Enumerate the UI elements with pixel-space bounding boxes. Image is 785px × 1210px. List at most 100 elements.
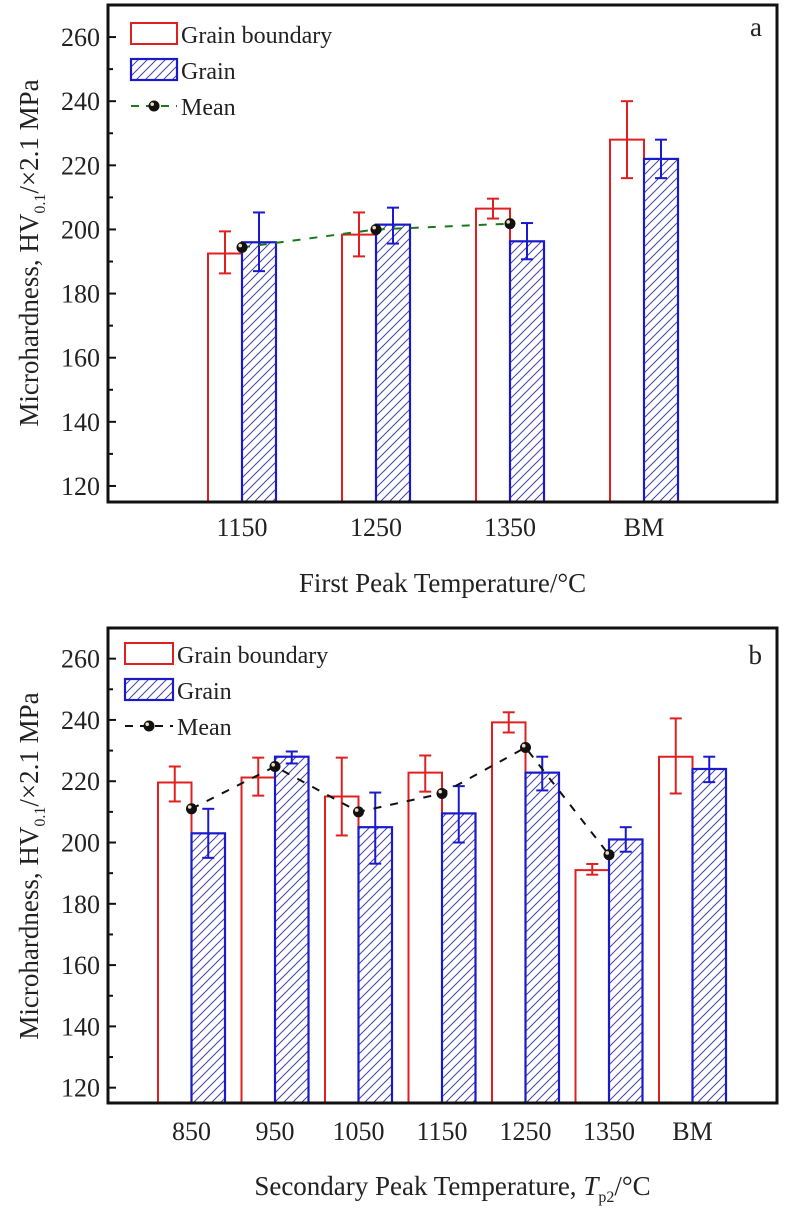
- bar-grain-boundary: [491, 721, 527, 1103]
- bar-grain: [190, 832, 227, 1105]
- bar-grain: [508, 240, 546, 504]
- error-bar-grain: [521, 222, 533, 261]
- x-tick-label: 1350: [484, 513, 536, 542]
- plot-frame: [106, 3, 779, 504]
- legend-label: Grain boundary: [181, 23, 332, 49]
- error-bar-grain-boundary: [487, 197, 499, 220]
- bar-grain: [374, 223, 412, 504]
- y-tick-label: 200: [61, 829, 100, 858]
- y-tick-label: 180: [61, 890, 100, 919]
- legend: Grain boundary Grain Mean: [123, 642, 328, 741]
- error-bar-grain-boundary: [669, 717, 682, 795]
- mean-point: [436, 787, 448, 799]
- x-tick-label: 850: [172, 1117, 211, 1146]
- x-tick-label: 1250: [500, 1117, 552, 1146]
- mean-line: [191, 746, 610, 856]
- x-tick-label: 1150: [416, 1117, 467, 1146]
- x-tick-label: 1350: [583, 1117, 635, 1146]
- chart-panel-a: 120 140 160 180 200 220 240 260 1150 1250 1350 BM a G…: [14, 3, 779, 598]
- x-tick-label: 1050: [333, 1117, 385, 1146]
- y-axis-title: Microhardness, HV0.1/×2.1 MPa: [14, 79, 49, 426]
- y-tick-label: 200: [61, 215, 100, 244]
- y-tick-label: 120: [61, 472, 100, 501]
- error-bar-grain-boundary: [219, 230, 231, 275]
- y-tick-label: 240: [61, 706, 100, 735]
- mean-point: [269, 761, 281, 773]
- bar-grain-boundary: [574, 869, 610, 1103]
- y-tick-label: 260: [61, 645, 100, 674]
- legend-swatch-mean-highlight: [150, 102, 154, 106]
- legend-swatch-grain: [129, 57, 179, 82]
- x-axis-title-italic: T: [583, 1171, 600, 1201]
- bar-grain-boundary: [324, 795, 360, 1103]
- mean-point-highlight: [271, 762, 276, 767]
- mean-point-highlight: [238, 243, 242, 248]
- y-axis-title: Microhardness, HV0.1/×2.1 MPa: [14, 692, 49, 1039]
- bar-grain: [691, 767, 728, 1105]
- mean-point-highlight: [187, 805, 192, 809]
- bar-grain: [642, 157, 680, 504]
- mean-point: [186, 803, 197, 815]
- mean-point: [504, 218, 516, 230]
- bar-grain-boundary: [207, 252, 243, 502]
- x-axis-title-main: Secondary Peak Temperature,: [254, 1171, 583, 1201]
- error-bar-grain: [703, 755, 716, 784]
- error-bar-grain-boundary: [419, 754, 432, 793]
- x-axis-title-subscript: p2: [598, 1189, 614, 1206]
- bar-grain: [357, 826, 394, 1105]
- bar-grain-boundary: [475, 207, 511, 502]
- x-axis-title: First Peak Temperature/°C: [299, 568, 586, 598]
- error-bar-grain: [655, 138, 667, 180]
- error-bar-grain: [202, 807, 215, 859]
- y-tick-label: 160: [61, 344, 100, 373]
- error-bar-grain: [369, 791, 382, 865]
- x-axis-title-suffix: /°C: [614, 1171, 650, 1201]
- bar-grain-boundary: [240, 776, 276, 1103]
- mean-point-highlight: [438, 789, 443, 794]
- y-tick-label: 140: [61, 1012, 100, 1041]
- panel-label: a: [750, 12, 762, 42]
- y-axis-title-subscript: 0.1: [32, 807, 49, 827]
- legend-swatch-grain: [123, 677, 175, 702]
- x-axis-title: Secondary Peak Temperature, Tp2/°C: [254, 1171, 650, 1206]
- error-bar-grain-boundary: [335, 756, 348, 837]
- mean-line: [241, 222, 511, 249]
- mean-point: [603, 849, 615, 861]
- bar-grain: [524, 771, 561, 1105]
- bar-grain: [273, 755, 310, 1105]
- y-axis-title-subscript: 0.1: [32, 194, 49, 214]
- y-axis-title-main: Microhardness, HV: [14, 826, 44, 1039]
- y-tick-label: 220: [61, 151, 100, 180]
- x-tick-label: 1150: [216, 513, 267, 542]
- mean-point: [353, 806, 364, 818]
- mean-point: [236, 241, 248, 253]
- legend-label: Grain: [177, 679, 232, 705]
- mean-point-highlight: [354, 808, 359, 812]
- y-tick-label: 240: [61, 87, 100, 116]
- y-tick-label: 120: [61, 1074, 100, 1103]
- legend-label: Mean: [177, 715, 232, 741]
- y-axis-title-main: Microhardness, HV: [14, 213, 44, 426]
- error-bar-grain-boundary: [353, 211, 365, 258]
- bar-grain-boundary: [658, 755, 694, 1103]
- y-tick-label: 180: [61, 280, 100, 309]
- bar-grain: [440, 812, 477, 1105]
- legend-swatch-grain-boundary: [124, 642, 174, 665]
- error-bar-grain: [387, 206, 399, 245]
- bar-grain-boundary: [341, 233, 377, 502]
- x-tick-label: 1250: [350, 513, 402, 542]
- bar-grain: [240, 241, 278, 504]
- error-bar-grain: [285, 750, 298, 765]
- legend: Grain boundary Grain Mean: [129, 22, 332, 121]
- error-bar-grain-boundary: [621, 100, 633, 180]
- y-tick-label: 160: [61, 951, 100, 980]
- error-bar-grain: [253, 211, 265, 273]
- x-tick-label: BM: [624, 513, 664, 542]
- y-tick-label: 140: [61, 408, 100, 437]
- mean-point-highlight: [605, 851, 609, 855]
- plot-frame: [106, 626, 779, 1105]
- error-bar-grain: [536, 755, 549, 792]
- y-axis-title-suffix: /×2.1 MPa: [14, 692, 44, 806]
- legend-label: Grain: [181, 59, 236, 85]
- legend-label: Grain boundary: [177, 643, 328, 669]
